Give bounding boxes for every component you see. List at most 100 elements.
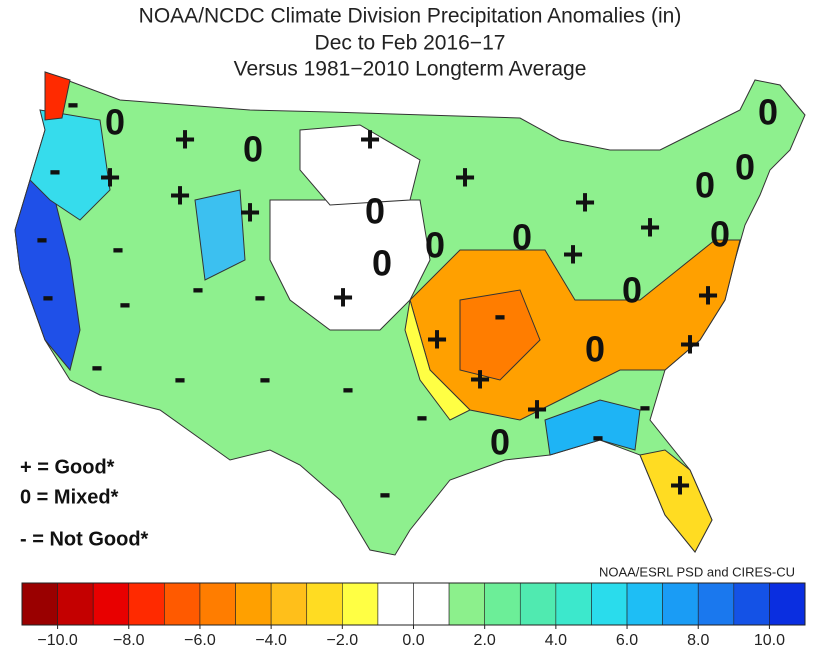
color-box [306,582,343,626]
color-box [164,582,201,626]
tick-label: 4.0 [545,632,567,649]
division-symbol: 0 [695,165,715,206]
gulf-wet [544,399,641,456]
division-symbol: 0 [365,191,385,232]
division-symbol: 0 [105,102,125,143]
division-symbol: + [359,119,380,160]
colorbar: −10.0 −8.0 −6.0 −4.0 −2.0 0.0 2.0 4.0 6.0 8.0 10.0 [21,582,806,649]
division-symbol: - [42,275,54,316]
tick-label: −10.0 [37,632,78,649]
florida-dry [639,449,713,553]
division-symbol: + [454,157,475,198]
wa-dry [44,71,71,121]
legend-good: + = Good* [20,456,115,478]
division-symbol: - [639,385,651,426]
division-symbol: - [592,415,604,456]
color-box [484,582,521,626]
division-symbol: - [416,395,428,436]
division-symbol: 0 [585,329,605,370]
color-box [128,582,165,626]
division-symbol: 0 [425,225,445,266]
division-symbol: + [469,359,490,400]
division-symbol: - [174,357,186,398]
division-symbol: + [99,157,120,198]
division-symbol: + [679,324,700,365]
division-symbol: + [526,389,547,430]
division-symbol: - [342,367,354,408]
division-symbol: + [697,275,718,316]
division-symbol: - [379,472,391,513]
tick-label: −6.0 [184,632,216,649]
color-box [555,582,592,626]
division-symbol: - [49,149,61,190]
period: Dec to Feb 2016−17 [315,32,506,55]
color-box [626,582,663,626]
division-symbol: - [192,267,204,308]
legend-not-good: - = Not Good* [20,528,149,550]
division-symbol: + [639,207,660,248]
credit: NOAA/ESRL PSD and CIRES-CU [599,564,795,579]
color-box [769,582,806,626]
dry-plains [269,199,431,331]
division-symbol: - [254,275,266,316]
tick-label: −2.0 [327,632,359,649]
color-box [235,582,272,626]
division-symbol: - [119,282,131,323]
division-symbol: 0 [758,92,778,133]
division-symbol: + [174,119,195,160]
us-map [14,71,806,556]
tick-label: 2.0 [474,632,496,649]
dry-north [299,124,421,206]
division-symbol: 0 [710,214,730,255]
midsouth-core [459,289,541,381]
legend-mixed: 0 = Mixed* [20,486,119,508]
division-symbol: + [169,175,190,216]
west-coast-wet [14,179,81,372]
tick-label: −4.0 [255,632,287,649]
color-box [733,582,770,626]
yellow-belt [404,299,471,421]
division-symbol: + [574,182,595,223]
northwest-wet [29,109,111,221]
color-box [342,582,379,626]
tick-label: 6.0 [616,632,638,649]
color-box [377,582,414,626]
idaho-wet [194,189,246,281]
division-symbol: + [426,319,447,360]
division-symbol: + [562,234,583,275]
division-symbol: + [332,277,353,318]
color-box [662,582,699,626]
division-symbol: - [494,294,506,335]
division-symbol: - [112,227,124,268]
symbols: -0 +0 +000- + + +0+++ 0- -0 00 +- - - - +0 +-+ 0 +- - - - +-… [36,82,778,513]
color-box [21,582,58,626]
division-symbol: - [91,345,103,386]
color-box [57,582,94,626]
color-box [448,582,485,626]
division-symbol: 0 [512,217,532,258]
color-box [697,582,735,626]
tick-label: −8.0 [113,632,145,649]
division-symbol: - [259,357,271,398]
tick-label: 0.0 [402,632,424,649]
baseline: Versus 1981−2010 Longterm Average [234,58,587,81]
division-symbol: - [36,217,48,258]
tick-label: 10.0 [754,632,785,649]
division-symbol: 0 [622,270,642,311]
color-box [199,582,236,626]
division-symbol: + [239,192,260,233]
title: NOAA/NCDC Climate Division Precipitation… [139,5,682,28]
division-symbol: - [67,82,79,123]
tick-label: 8.0 [687,632,709,649]
color-box [591,582,628,626]
division-symbol: 0 [243,129,263,170]
color-box [519,582,557,626]
division-symbol: 0 [735,147,755,188]
division-symbol: 0 [372,243,392,284]
color-box [270,582,308,626]
division-symbol: 0 [490,422,510,463]
color-box [92,582,130,626]
division-symbol: + [669,465,690,506]
color-box [413,582,450,626]
